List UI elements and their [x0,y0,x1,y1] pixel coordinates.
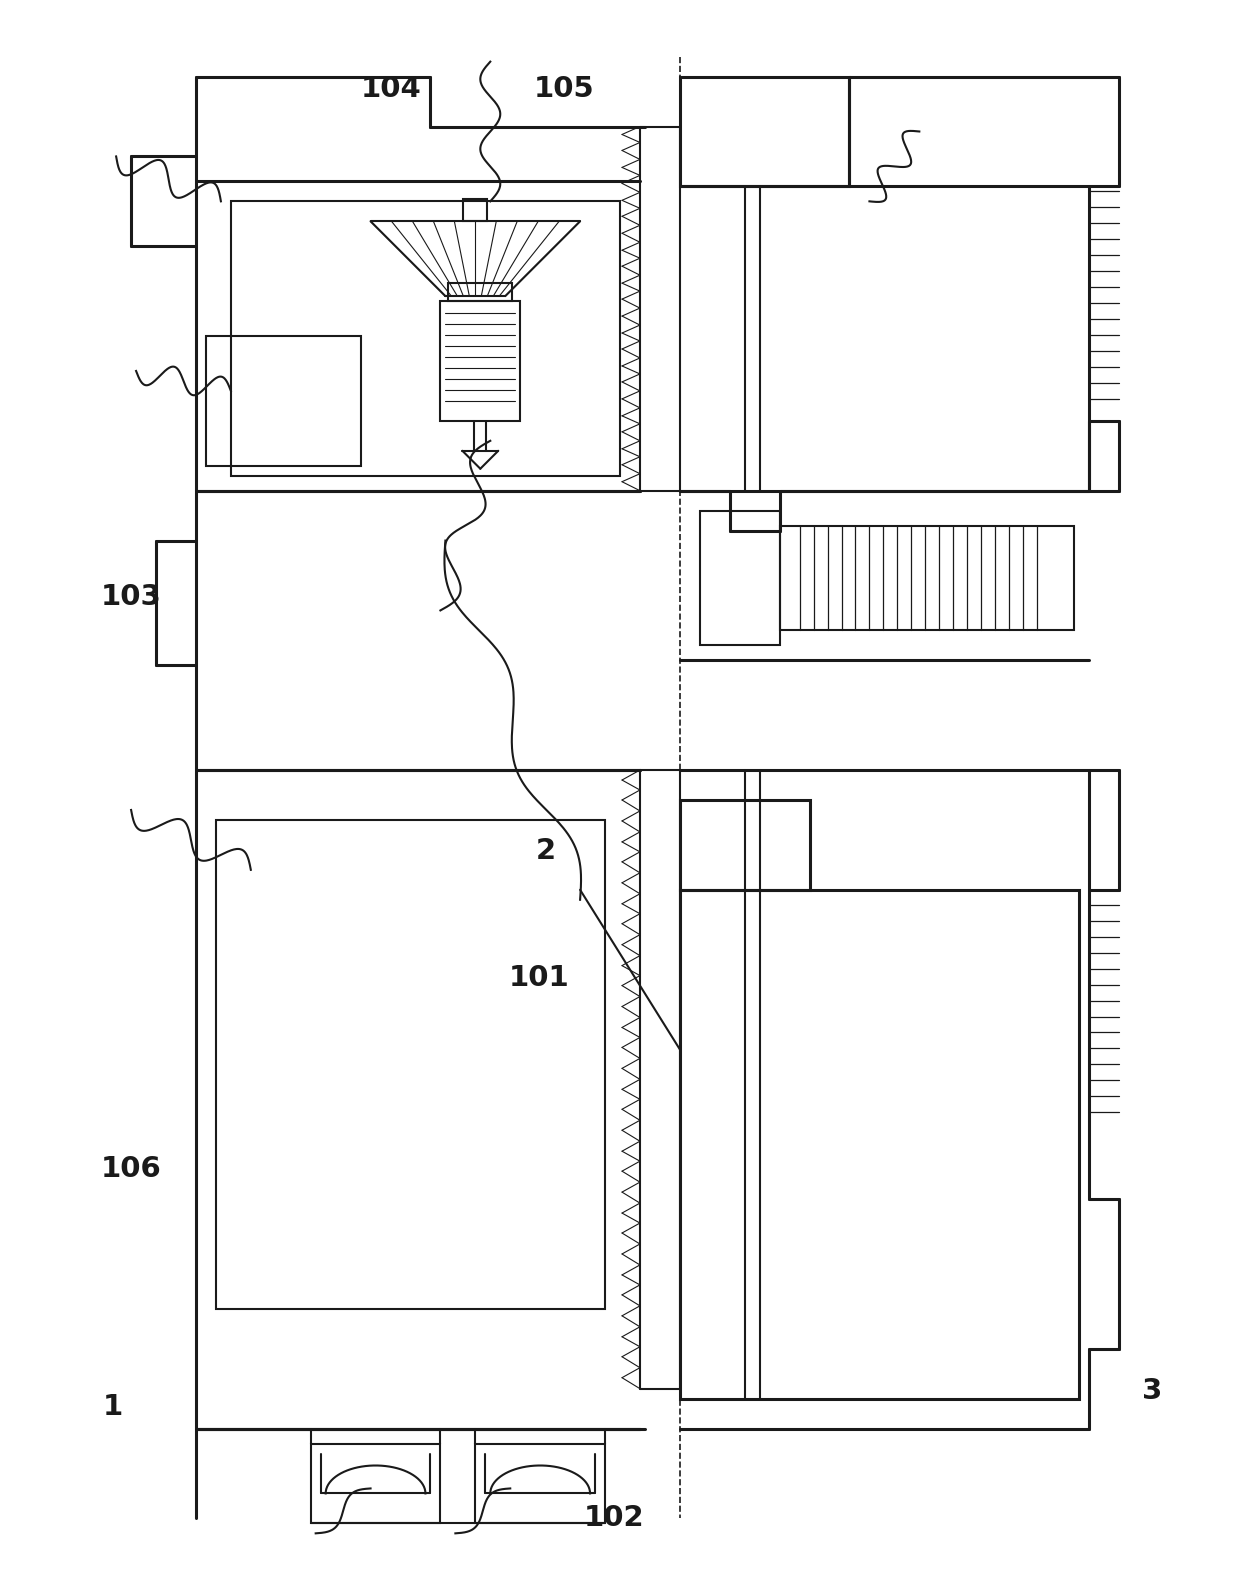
Bar [216,819,605,1309]
Bar [440,301,521,422]
Bar [231,202,620,476]
Text: 2: 2 [536,837,556,866]
Text: 105: 105 [534,75,595,103]
Text: 3: 3 [1142,1376,1162,1405]
Text: 101: 101 [510,964,570,993]
Bar [699,511,780,646]
Bar [449,283,512,301]
Bar [680,76,849,186]
Bar [311,1443,440,1523]
Text: 104: 104 [361,75,422,103]
Text: 103: 103 [100,582,161,611]
Bar [464,199,487,221]
Bar [206,336,361,466]
Bar [780,525,1074,630]
Bar [680,889,1079,1398]
Bar [475,1443,605,1523]
Text: 106: 106 [100,1155,161,1182]
Text: 102: 102 [584,1503,644,1532]
Text: 1: 1 [103,1392,123,1421]
Bar [680,800,810,889]
